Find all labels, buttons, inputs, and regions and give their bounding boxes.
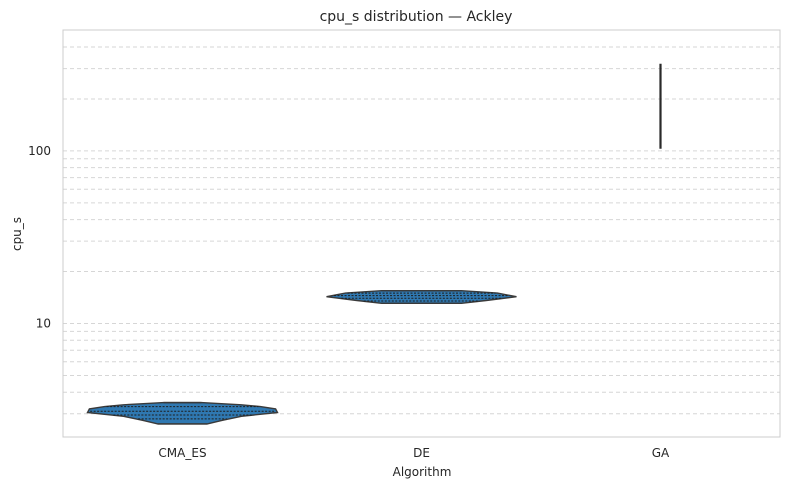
grid-lines <box>63 46 780 415</box>
violin-body-cma-es <box>86 401 279 425</box>
violin-cma-es <box>86 401 279 425</box>
chart-title: cpu_s distribution — Ackley <box>320 9 513 25</box>
violin-de <box>326 289 517 304</box>
violins <box>86 63 662 425</box>
plot-area <box>62 29 781 438</box>
x-tick-label-ga: GA <box>652 446 670 460</box>
x-axis-ticks: CMA_ES DE GA <box>158 446 670 460</box>
y-axis-ticks: 10 100 <box>28 144 51 331</box>
x-tick-label-de: DE <box>413 446 430 460</box>
x-axis-label: Algorithm <box>393 465 452 479</box>
y-tick-label-0: 10 <box>36 317 51 331</box>
y-tick-label-1: 100 <box>28 144 51 158</box>
y-axis-label: cpu_s <box>10 217 24 251</box>
x-tick-label-cma-es: CMA_ES <box>158 446 206 460</box>
